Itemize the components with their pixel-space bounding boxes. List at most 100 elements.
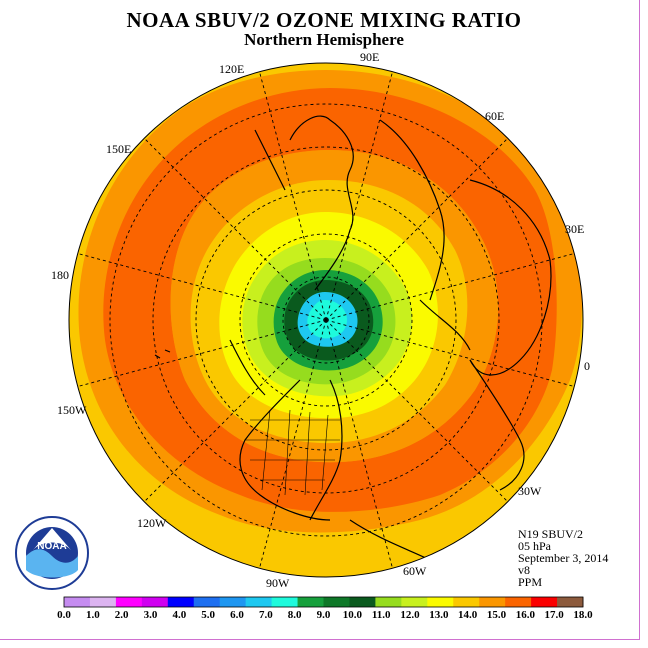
colorbar-label: 7.0 <box>259 609 273 621</box>
colorbar-swatch <box>219 597 247 607</box>
colorbar-label: 2.0 <box>115 609 129 621</box>
meridian-line <box>325 253 575 321</box>
meridian-line <box>325 319 575 387</box>
state-lines-h <box>245 419 340 481</box>
figure-frame <box>0 0 640 640</box>
colorbar-label: 1.0 <box>86 609 100 621</box>
colorbar-swatch <box>271 597 299 607</box>
colorbar-label: 11.0 <box>372 609 391 621</box>
coast-north-america-east <box>309 379 343 521</box>
coast-islands <box>154 349 171 359</box>
colorbar-label: 8.0 <box>288 609 302 621</box>
colorbar-label: 15.0 <box>487 609 507 621</box>
map-title: NOAA SBUV/2 OZONE MIXING RATIO <box>126 8 522 32</box>
colorbar-swatch <box>401 597 428 607</box>
coast-asia-east <box>289 115 354 291</box>
state-borders <box>245 409 340 496</box>
colorbar-swatch <box>531 597 558 607</box>
noaa-logo: NOAA <box>15 516 89 590</box>
lon-label-90e: 90E <box>360 50 379 64</box>
colorbar-swatch <box>427 597 454 607</box>
lon-label-150w: 150W <box>57 403 87 417</box>
meridian-line <box>325 319 393 569</box>
info-instrument: N19 SBUV/2 <box>518 527 584 541</box>
colorbar-label: 10.0 <box>343 609 363 621</box>
colorbar-swatch <box>375 597 402 607</box>
longitude-labels: 90E 60E 30E 0 30W 60W 90W 120W 150W 180 … <box>51 50 590 590</box>
meridian-line <box>325 71 393 321</box>
disc-outline <box>68 62 584 578</box>
lon-label-0: 0 <box>584 359 590 373</box>
colorbar-swatch <box>557 597 584 607</box>
meridian-line <box>325 137 509 321</box>
lon-label-180: 180 <box>51 268 69 282</box>
lon-label-60w: 60W <box>403 564 427 578</box>
logo-bird <box>33 528 71 550</box>
map-subtitle: Northern Hemisphere <box>244 30 404 49</box>
meridian-line <box>259 319 327 569</box>
lon-label-30w: 30W <box>518 484 542 498</box>
info-units: PPM <box>518 575 543 589</box>
colorbar-swatch <box>167 597 195 607</box>
meridians <box>77 71 575 569</box>
lon-label-120w: 120W <box>137 516 167 530</box>
meridian-line <box>143 319 327 503</box>
colorbar-label: 13.0 <box>429 609 449 621</box>
colorbar-label: 9.0 <box>317 609 331 621</box>
logo-wave <box>26 549 78 578</box>
colorbar-swatch <box>115 597 143 607</box>
colorbar-swatch <box>141 597 169 607</box>
colorbar-border <box>63 596 584 608</box>
colorbar-swatch <box>349 597 376 607</box>
lon-label-60e: 60E <box>485 109 504 123</box>
colorbar-swatch <box>193 597 221 607</box>
logo-text: NOAA <box>37 541 66 552</box>
colorbar-swatch <box>245 597 273 607</box>
meridian-line <box>325 319 509 503</box>
colorbar-label: 6.0 <box>230 609 244 621</box>
colorbar-label: 3.0 <box>144 609 158 621</box>
colorbar-swatch <box>453 597 480 607</box>
meridian-line <box>77 319 327 387</box>
colorbar: 0.0 1.0 2.0 3.0 4.0 5.0 6.0 7.0 8.0 9.0 10.0 11.0 12… <box>57 596 593 621</box>
colorbar-label: 16.0 <box>516 609 536 621</box>
colorbar-swatch <box>505 597 532 607</box>
colorbar-label: 18.0 <box>573 609 593 621</box>
coast-north-america-west <box>239 379 331 521</box>
state-lines-v <box>261 409 329 496</box>
meridian-line <box>143 137 327 321</box>
colorbar-swatch <box>479 597 506 607</box>
colorbar-label: 5.0 <box>201 609 215 621</box>
coast-central-america <box>349 519 431 561</box>
coast-africa-west <box>469 359 525 491</box>
coast-asia-central <box>379 119 445 301</box>
coast-alaska <box>229 339 266 396</box>
colorbar-swatch <box>64 597 91 607</box>
info-date: September 3, 2014 <box>518 551 609 565</box>
info-pressure: 05 hPa <box>518 539 551 553</box>
graticule <box>77 71 575 569</box>
coast-europe-africa <box>469 179 552 376</box>
latitude-circle-80 <box>282 276 370 364</box>
coastlines <box>154 115 552 561</box>
latitude-circle-40 <box>109 103 543 537</box>
meridian-line <box>259 71 327 321</box>
latitude-circle-70 <box>239 233 413 407</box>
coast-east-asia <box>254 129 286 191</box>
lon-label-120e: 120E <box>219 62 244 76</box>
latitude-circle-60 <box>195 189 457 451</box>
colorbar-label: 0.0 <box>57 609 71 621</box>
meridian-line <box>77 253 327 321</box>
colorbar-label: 17.0 <box>545 609 565 621</box>
latitude-circle-50 <box>152 146 500 494</box>
colorbar-label: 12.0 <box>400 609 420 621</box>
colorbar-label: 14.0 <box>458 609 478 621</box>
lon-label-150e: 150E <box>106 142 131 156</box>
colorbar-label: 4.0 <box>172 609 186 621</box>
colorbar-swatch <box>89 597 117 607</box>
colorbar-swatch <box>297 597 324 607</box>
lon-label-90w: 90W <box>266 576 290 590</box>
colorbar-swatch <box>323 597 350 607</box>
info-version: v8 <box>518 563 530 577</box>
